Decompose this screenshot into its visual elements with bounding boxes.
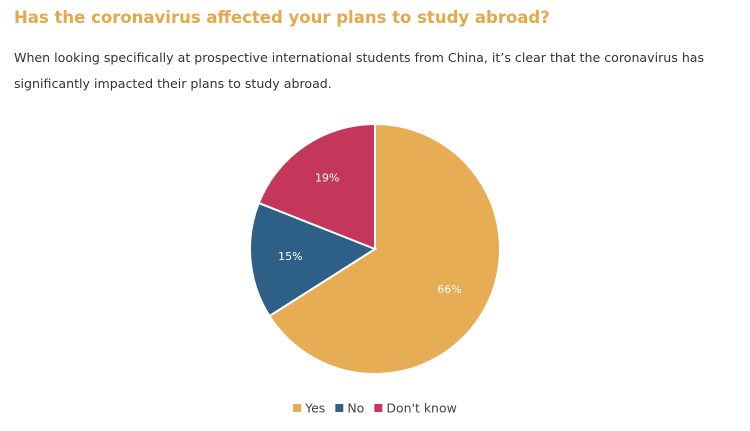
legend-swatch [293, 404, 302, 412]
chart-subtitle: When looking specifically at prospective… [14, 50, 705, 91]
pie-slice [257, 122, 376, 251]
data-label: 66% [437, 283, 461, 296]
pie-slice [268, 122, 501, 375]
legend-swatch [335, 404, 344, 412]
data-label: 19% [315, 172, 339, 185]
pie-slice [249, 201, 378, 318]
legend-label: Yes [304, 401, 325, 416]
chart-title: Has the coronavirus affected your plans … [14, 8, 550, 27]
legend-label: Don't know [386, 401, 457, 416]
legend-swatch [374, 404, 383, 412]
legend-label: No [347, 401, 364, 416]
data-label: 15% [278, 250, 302, 263]
